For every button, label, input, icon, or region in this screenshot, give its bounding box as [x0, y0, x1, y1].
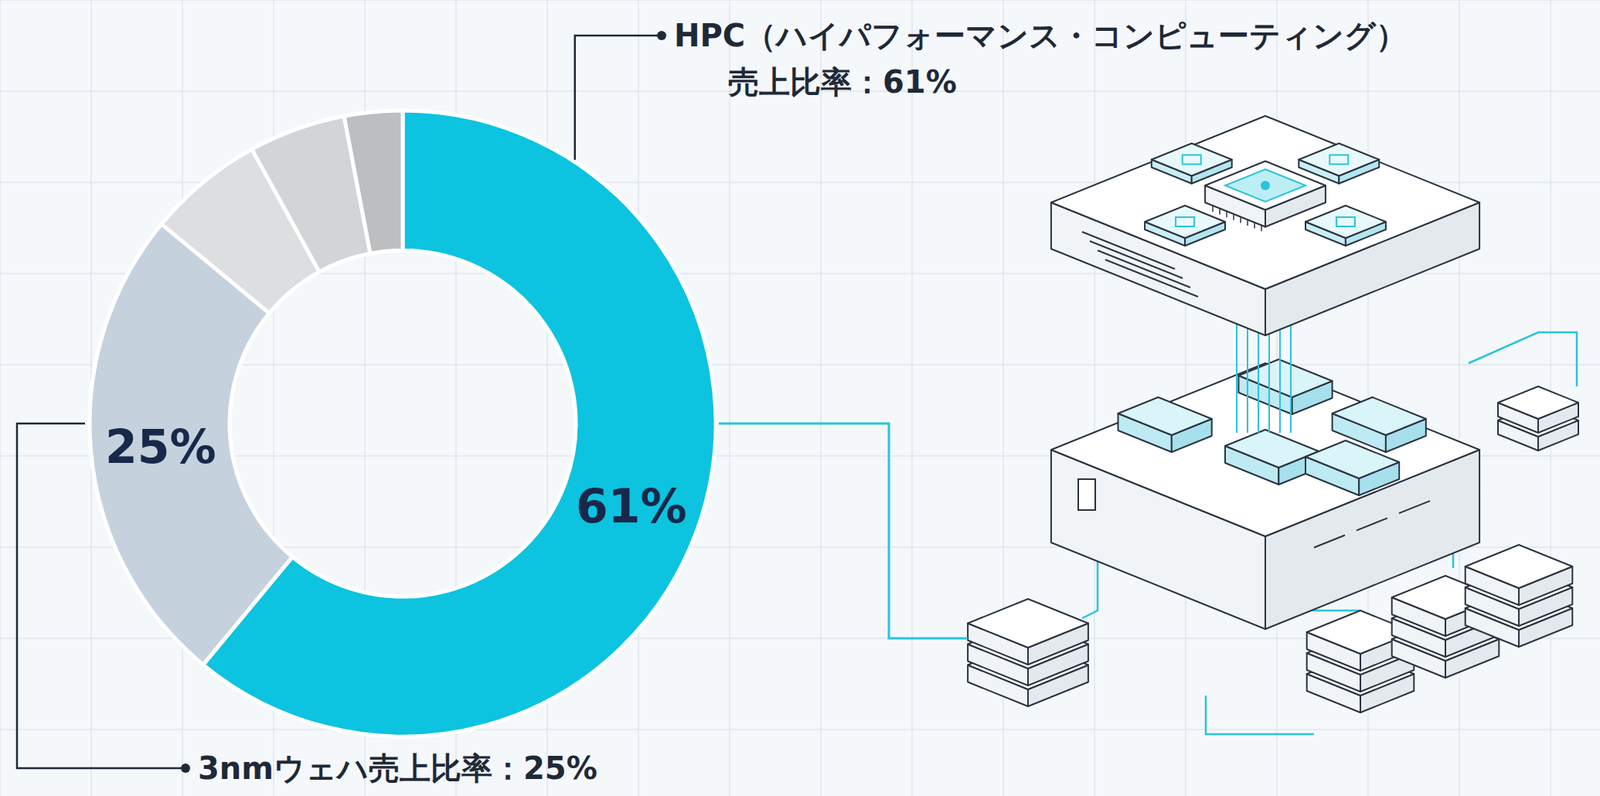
- donut: [89, 110, 716, 737]
- vent-line: [1105, 259, 1199, 297]
- grid-line: [728, 0, 731, 796]
- box-top-face: [1497, 386, 1579, 419]
- port: [1078, 479, 1096, 511]
- chip-pin: [1211, 205, 1214, 212]
- small-chip: [1305, 205, 1386, 246]
- small-chip: [1144, 205, 1226, 246]
- vent-line: [1356, 517, 1388, 531]
- chip-core: [1225, 169, 1306, 202]
- chip-dot: [1260, 180, 1270, 191]
- chip-pin: [1225, 211, 1228, 218]
- main-chip: [1205, 161, 1326, 232]
- server-illustration: [967, 115, 1579, 735]
- grid-line: [1458, 0, 1461, 796]
- chart-canvas: 61% 25% HPC（ハイパフォーマンス・コンピューティング） 売上比率：61% 3n…: [0, 0, 1600, 796]
- chip-pin: [1253, 222, 1256, 229]
- leader-line: [575, 35, 659, 160]
- wire: [1290, 309, 1292, 433]
- storage-stack: [967, 599, 1089, 665]
- data-label: 25%: [105, 419, 217, 474]
- chip-pin: [1260, 224, 1263, 232]
- box-top-face: [1151, 143, 1233, 177]
- chip-pin: [1239, 216, 1242, 223]
- circuit-board: [1305, 440, 1400, 496]
- vent-line: [1097, 250, 1191, 288]
- box-top-face: [1465, 544, 1573, 589]
- background-grid: [0, 0, 1600, 796]
- donut-slice: [203, 110, 716, 737]
- box-top-face: [1332, 397, 1427, 436]
- chip-mark: [1175, 217, 1195, 227]
- circuit-board: [1238, 359, 1332, 415]
- annotation-text: HPC（ハイパフォーマンス・コンピューティング）: [674, 17, 1407, 54]
- chip-pin: [1218, 208, 1221, 215]
- chip-pin: [1232, 214, 1235, 221]
- grid-line: [0, 0, 1, 796]
- wire: [1235, 309, 1238, 433]
- wire: [1205, 695, 1315, 735]
- leader-dot: [180, 763, 191, 773]
- wire: [1468, 332, 1577, 387]
- upper-server: [1051, 115, 1480, 336]
- box-top-face: [1051, 363, 1480, 537]
- small-chip: [1298, 143, 1379, 184]
- annotation-text: 売上比率：61%: [728, 64, 957, 100]
- grid-line: [0, 0, 1600, 1]
- circuit-board: [1118, 397, 1212, 453]
- storage-stack: [1497, 386, 1579, 433]
- small-chip: [1151, 143, 1233, 184]
- donut-slice: [343, 110, 403, 254]
- leader-line: [17, 423, 183, 769]
- data-label: 61%: [575, 479, 688, 534]
- chip-mark: [1182, 155, 1202, 165]
- background: [0, 0, 1600, 796]
- grid-line: [820, 0, 822, 796]
- chip-pin: [1246, 219, 1249, 226]
- vent-line: [1314, 535, 1345, 549]
- box-top-face: [967, 599, 1089, 648]
- chip-mark: [1336, 217, 1355, 227]
- connector-line: [718, 423, 968, 639]
- chip-mark: [1329, 155, 1349, 165]
- box-top-face: [1238, 359, 1332, 398]
- box-top-face: [1298, 143, 1379, 177]
- grid-line: [1093, 0, 1096, 796]
- box-top-face: [1305, 205, 1386, 239]
- box-top-face: [1205, 161, 1326, 211]
- grid-line: [911, 0, 913, 796]
- storage-stack: [1465, 544, 1573, 606]
- box-top-face: [1144, 205, 1226, 239]
- box-top-face: [1118, 397, 1212, 436]
- vent-line: [1399, 500, 1430, 514]
- box-top-face: [1305, 440, 1400, 479]
- leader-dot: [657, 30, 667, 41]
- annotation-text: 3nmウェハ売上比率：25%: [197, 750, 598, 787]
- grid-line: [0, 728, 1600, 731]
